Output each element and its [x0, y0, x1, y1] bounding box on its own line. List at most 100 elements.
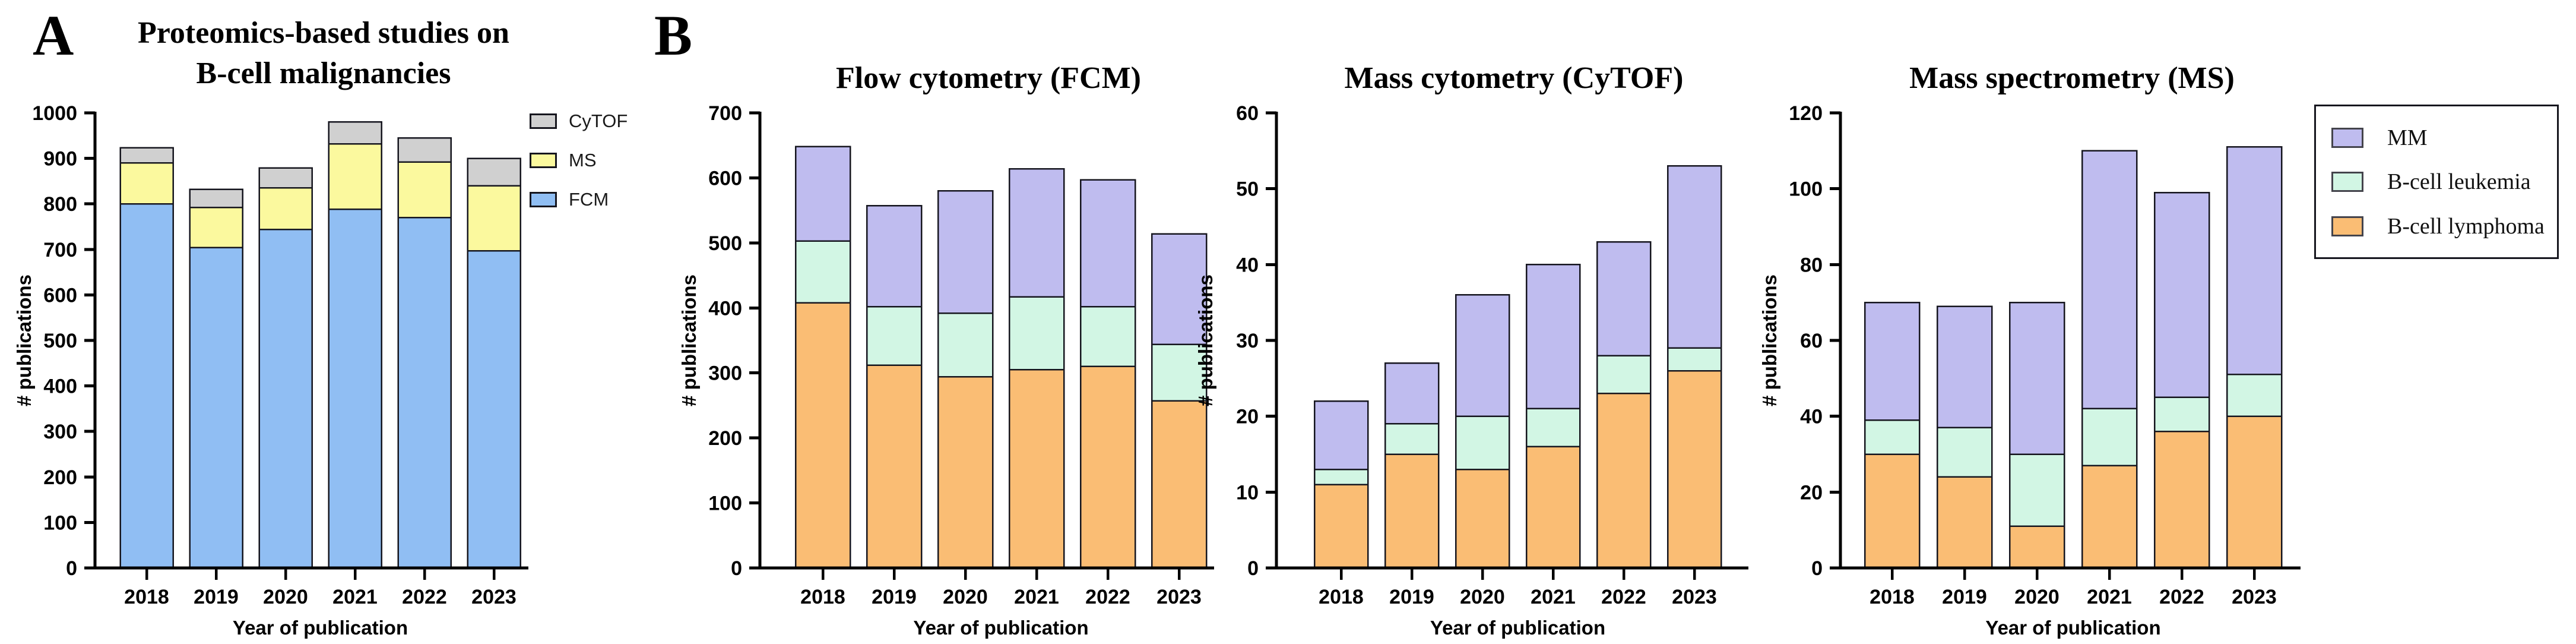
- bar-segment: [866, 305, 923, 366]
- x-tick-label: 2020: [1460, 586, 1505, 608]
- bar-segment: [1936, 427, 1993, 478]
- y-tick-label: 20: [1800, 481, 1823, 504]
- bar-segment: [1596, 393, 1652, 569]
- y-tick-label: 500: [708, 232, 742, 255]
- panel-a-label: A: [33, 4, 74, 67]
- bar-segment: [2226, 374, 2283, 417]
- y-tick-label: 50: [1236, 178, 1259, 201]
- x-tick-label: 2022: [402, 586, 447, 608]
- panel-b-legend: MM B-cell leukemia B-cell lymphoma: [2314, 105, 2559, 259]
- legend-item-mm: MM: [2331, 125, 2557, 151]
- bar-segment: [1864, 301, 1921, 421]
- chart-title: Mass cytometry (CyTOF): [1345, 61, 1684, 95]
- legend-label: B-cell leukemia: [2387, 169, 2531, 194]
- y-tick-label: 700: [43, 239, 77, 261]
- y-tick-label: 300: [708, 362, 742, 385]
- legend-label: FCM: [569, 189, 609, 210]
- x-tick-label: 2019: [872, 586, 917, 608]
- chart-title: Proteomics-based studies on: [138, 16, 509, 50]
- y-tick-label: 100: [708, 493, 742, 515]
- bar-segment: [1455, 468, 1510, 569]
- bar-segment: [1596, 355, 1652, 394]
- bar-segment: [1864, 453, 1921, 569]
- x-tick-label: 2021: [1531, 586, 1576, 608]
- x-tick-label: 2023: [1156, 586, 1202, 608]
- y-axis-title: # publications: [13, 274, 35, 406]
- x-axis-title: Year of publication: [233, 617, 408, 639]
- y-tick-label: 10: [1236, 481, 1259, 504]
- y-tick-label: 500: [43, 330, 77, 352]
- bar-segment: [2008, 525, 2065, 569]
- x-tick-label: 2022: [1085, 586, 1130, 608]
- legend-item-cytof: CyTOF: [530, 111, 628, 132]
- panel-a-legend: CyTOF MS FCM: [530, 111, 628, 228]
- bar-segment: [397, 216, 452, 569]
- bar-segment: [1151, 400, 1208, 569]
- bar-segment: [2153, 430, 2210, 569]
- y-tick-label: 600: [708, 167, 742, 190]
- chart-title: Mass spectrometry (MS): [1909, 61, 2235, 95]
- legend-item-bcell-lymphoma: B-cell lymphoma: [2331, 213, 2557, 239]
- x-tick-label: 2018: [124, 586, 169, 608]
- y-tick-label: 100: [1789, 178, 1823, 201]
- bar-segment: [189, 247, 243, 569]
- bar-segment: [1936, 305, 1993, 429]
- bar-segment: [258, 187, 313, 231]
- bar-segment: [2226, 146, 2283, 375]
- y-tick-label: 40: [1236, 254, 1259, 276]
- x-axis-title: Year of publication: [1985, 617, 2160, 639]
- y-tick-label: 80: [1800, 254, 1823, 276]
- x-tick-label: 2021: [1014, 586, 1059, 608]
- y-axis-title: # publications: [1758, 274, 1780, 406]
- chart-mass-cytometry: Mass cytometry (CyTOF) 2018 2019 2020 2021 20…: [1194, 61, 1748, 639]
- bar-segment: [1151, 233, 1208, 345]
- legend-item-bcell-leukemia: B-cell leukemia: [2331, 169, 2557, 195]
- y-tick-label: 0: [1811, 557, 1823, 580]
- bar-segment: [1079, 179, 1136, 308]
- bar-segment: [1079, 365, 1136, 569]
- ms-swatch: [530, 153, 557, 168]
- bar-segment: [1525, 408, 1581, 447]
- y-tick-label: 0: [66, 557, 77, 580]
- y-axis-title: # publications: [678, 274, 700, 406]
- bar-segment: [1666, 347, 1722, 372]
- bar-segment: [1008, 368, 1065, 569]
- x-tick-label: 2022: [2159, 586, 2204, 608]
- x-tick-label: 2023: [1672, 586, 1717, 608]
- chart-proteomics-overview: Proteomics-based studies on B-cell malign…: [13, 16, 528, 639]
- bar-segment: [119, 147, 174, 164]
- y-tick-label: 60: [1800, 330, 1823, 352]
- bar-segment: [258, 228, 313, 569]
- bar-segment: [328, 121, 382, 145]
- bar-segment: [794, 302, 851, 569]
- bar-segment: [1384, 453, 1440, 569]
- y-tick-label: 1000: [32, 102, 77, 125]
- bar-segment: [2153, 396, 2210, 433]
- x-tick-label: 2020: [943, 586, 988, 608]
- x-tick-label: 2021: [332, 586, 378, 608]
- x-tick-label: 2019: [1942, 586, 1987, 608]
- bar-segment: [1666, 165, 1722, 349]
- bar-segment: [1313, 484, 1369, 569]
- legend-label: B-cell lymphoma: [2387, 213, 2545, 239]
- bar-segment: [1596, 241, 1652, 356]
- legend-label: CyTOF: [569, 111, 628, 131]
- bar-segment: [1525, 446, 1581, 569]
- bar-segment: [937, 312, 994, 378]
- bar-segment: [1008, 168, 1065, 298]
- x-tick-label: 2018: [800, 586, 845, 608]
- bar-segment: [397, 137, 452, 163]
- x-tick-label: 2019: [194, 586, 239, 608]
- bar-segment: [2008, 453, 2065, 528]
- bar-segment: [2153, 191, 2210, 398]
- x-tick-label: 2018: [1870, 586, 1915, 608]
- bar-segment: [328, 209, 382, 569]
- bar-segment: [2008, 301, 2065, 455]
- legend-label: MS: [569, 150, 597, 171]
- y-axis-title: # publications: [1194, 274, 1216, 406]
- cytof-swatch: [530, 113, 557, 129]
- x-tick-label: 2021: [2087, 586, 2132, 608]
- bar-segment: [467, 157, 521, 187]
- x-axis-title: Year of publication: [1430, 617, 1605, 639]
- x-axis-title: Year of publication: [913, 617, 1088, 639]
